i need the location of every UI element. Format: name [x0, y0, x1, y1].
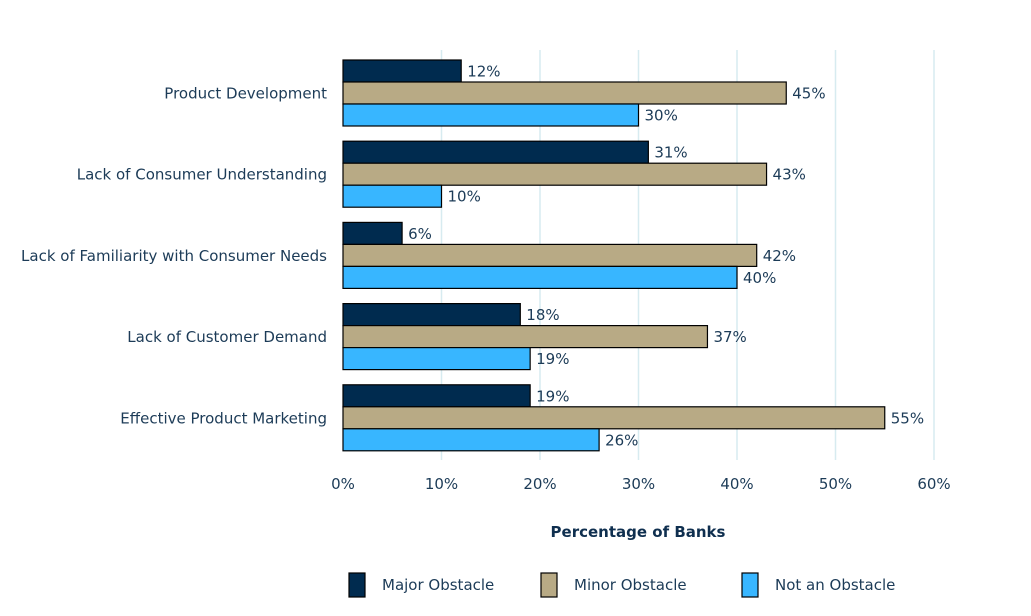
- bars: [342, 59, 886, 452]
- data-label: 30%: [645, 107, 678, 125]
- x-tick-label: 20%: [523, 475, 556, 493]
- legend-label: Not an Obstacle: [775, 576, 895, 594]
- legend-label: Major Obstacle: [382, 576, 494, 594]
- bar-minor-obstacle: [342, 406, 886, 430]
- data-label: 19%: [536, 350, 569, 368]
- bar-not-an-obstacle: [342, 184, 443, 208]
- data-label: 37%: [713, 328, 746, 346]
- data-label: 43%: [773, 166, 806, 184]
- bar-major-obstacle: [342, 221, 403, 245]
- bar-not-an-obstacle: [342, 103, 640, 127]
- legend: Major Obstacle Minor Obstacle Not an Obsta…: [348, 572, 895, 598]
- bar-major-obstacle: [342, 303, 521, 327]
- x-tick-label: 0%: [331, 475, 355, 493]
- bar-minor-obstacle: [342, 243, 758, 267]
- data-label: 26%: [605, 431, 638, 449]
- bar-major-obstacle: [342, 140, 649, 164]
- bar-major-obstacle: [342, 384, 531, 408]
- data-label: 10%: [448, 188, 481, 206]
- x-tick-label: 40%: [720, 475, 753, 493]
- category-label: Lack of Familiarity with Consumer Needs: [21, 247, 327, 265]
- legend-item-major-obstacle[interactable]: Major Obstacle: [348, 572, 494, 598]
- x-tick-label: 60%: [917, 475, 950, 493]
- bar-major-obstacle: [342, 59, 462, 83]
- legend-item-minor-obstacle[interactable]: Minor Obstacle: [540, 572, 687, 598]
- x-tick-labels: 0% 10% 20% 30% 40% 50% 60%: [331, 475, 951, 493]
- x-tick-label: 50%: [819, 475, 852, 493]
- bar-not-an-obstacle: [342, 265, 738, 289]
- bar-minor-obstacle: [342, 81, 787, 105]
- data-label: 18%: [526, 306, 559, 324]
- data-label: 6%: [408, 225, 432, 243]
- x-tick-label: 10%: [425, 475, 458, 493]
- data-label: 42%: [763, 247, 796, 265]
- x-axis-title: Percentage of Banks: [551, 523, 726, 541]
- legend-swatch: [540, 572, 558, 598]
- data-label: 45%: [792, 85, 825, 103]
- data-labels: 12% 45% 30% 31% 43% 10% 6% 42% 40% 18% 37% 19% 19% 55…: [408, 63, 924, 450]
- category-label: Lack of Customer Demand: [127, 328, 327, 346]
- category-label: Product Development: [164, 85, 327, 103]
- data-label: 12%: [467, 63, 500, 81]
- data-label: 31%: [654, 144, 687, 162]
- legend-swatch: [741, 572, 759, 598]
- category-label: Effective Product Marketing: [120, 409, 327, 427]
- bar-minor-obstacle: [342, 162, 768, 186]
- legend-item-not-an-obstacle[interactable]: Not an Obstacle: [741, 572, 895, 598]
- x-tick-label: 30%: [622, 475, 655, 493]
- legend-swatch: [348, 572, 366, 598]
- data-label: 55%: [891, 409, 924, 427]
- bar-not-an-obstacle: [342, 428, 600, 452]
- category-labels: Product Development Lack of Consumer Unde…: [21, 85, 327, 428]
- data-label: 40%: [743, 269, 776, 287]
- category-label: Lack of Consumer Understanding: [77, 166, 327, 184]
- legend-label: Minor Obstacle: [574, 576, 687, 594]
- bar-not-an-obstacle: [342, 347, 531, 371]
- bar-minor-obstacle: [342, 325, 709, 349]
- data-label: 19%: [536, 387, 569, 405]
